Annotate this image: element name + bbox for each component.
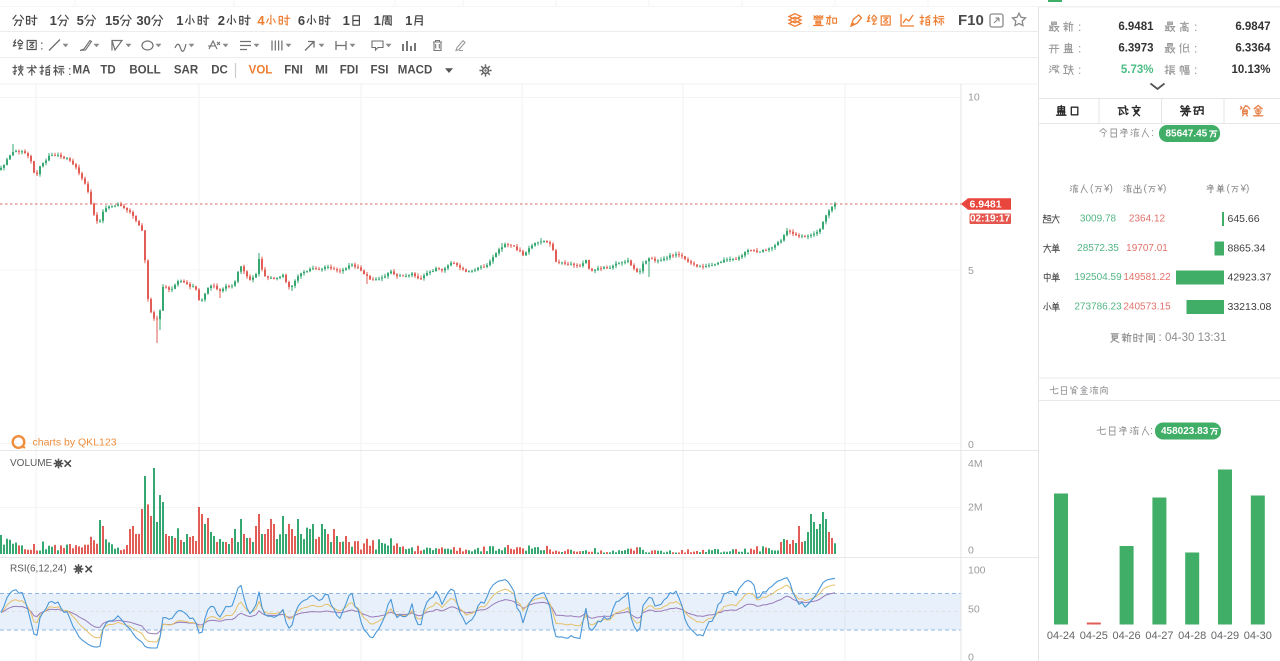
svg-text:30: 30 xyxy=(136,13,150,28)
svg-text:15: 15 xyxy=(105,13,119,28)
svg-text:TD: TD xyxy=(100,65,115,77)
svg-text::: : xyxy=(1194,42,1197,56)
svg-text:0: 0 xyxy=(968,545,974,557)
svg-text:6.9481: 6.9481 xyxy=(1118,21,1154,33)
svg-text:04-29: 04-29 xyxy=(1211,630,1239,642)
svg-text:04-26: 04-26 xyxy=(1113,630,1141,642)
svg-text:1: 1 xyxy=(343,13,350,28)
svg-text:6.9481: 6.9481 xyxy=(970,199,1002,211)
svg-text:1: 1 xyxy=(405,13,412,28)
svg-text::: : xyxy=(1078,20,1081,34)
svg-text::: : xyxy=(1151,127,1154,139)
svg-text::: : xyxy=(1194,63,1197,77)
svg-text:458023.83: 458023.83 xyxy=(1161,426,1209,437)
svg-text:5: 5 xyxy=(968,265,974,277)
svg-text:MI: MI xyxy=(315,65,328,77)
svg-text:10.13%: 10.13% xyxy=(1231,64,1270,76)
svg-text:DC: DC xyxy=(211,65,228,77)
svg-text:3009.78: 3009.78 xyxy=(1080,214,1117,225)
svg-text:1: 1 xyxy=(50,13,57,28)
svg-text:(: ( xyxy=(1090,184,1094,195)
svg-text:149581.22: 149581.22 xyxy=(1123,272,1171,283)
svg-text:85647.45: 85647.45 xyxy=(1166,128,1208,139)
svg-text:8865.34: 8865.34 xyxy=(1228,243,1266,255)
svg-text:2M: 2M xyxy=(968,502,983,514)
svg-text::: : xyxy=(1194,20,1197,34)
svg-text:240573.15: 240573.15 xyxy=(1123,302,1171,313)
svg-text:SAR: SAR xyxy=(174,65,199,77)
svg-text:0: 0 xyxy=(968,652,974,661)
svg-text:192504.59: 192504.59 xyxy=(1074,272,1122,283)
svg-text:04-24: 04-24 xyxy=(1047,630,1075,642)
svg-text:MA: MA xyxy=(73,65,91,77)
svg-text:¥): ¥) xyxy=(1240,184,1250,195)
svg-text:1: 1 xyxy=(374,13,381,28)
svg-text:FSI: FSI xyxy=(371,65,389,77)
svg-text:645.66: 645.66 xyxy=(1228,213,1260,225)
svg-text:04-30: 04-30 xyxy=(1244,630,1272,642)
svg-text:(: ( xyxy=(1144,184,1148,195)
svg-text:50: 50 xyxy=(968,603,980,615)
svg-text::: : xyxy=(1150,425,1153,437)
svg-text:6.3973: 6.3973 xyxy=(1118,43,1153,55)
svg-text:2364.12: 2364.12 xyxy=(1129,214,1166,225)
svg-text:BOLL: BOLL xyxy=(129,65,160,77)
svg-text:6: 6 xyxy=(298,13,305,28)
svg-text::: : xyxy=(1078,63,1081,77)
svg-text:FDI: FDI xyxy=(340,65,359,77)
svg-text:VOLUME: VOLUME xyxy=(10,458,53,469)
svg-text:28572.35: 28572.35 xyxy=(1077,243,1119,254)
svg-text:100: 100 xyxy=(968,565,986,577)
svg-text:04-27: 04-27 xyxy=(1145,630,1173,642)
svg-text::: : xyxy=(40,38,44,53)
svg-text::: : xyxy=(1159,332,1162,344)
svg-text:4M: 4M xyxy=(968,458,983,470)
svg-text:10: 10 xyxy=(968,92,980,104)
svg-text:MACD: MACD xyxy=(398,65,433,77)
svg-text:0: 0 xyxy=(968,439,974,451)
svg-text:¥): ¥) xyxy=(1103,184,1113,195)
svg-text:04-28: 04-28 xyxy=(1178,630,1206,642)
svg-text:02:19:17: 02:19:17 xyxy=(970,214,1010,225)
svg-text:6.9847: 6.9847 xyxy=(1235,21,1270,33)
svg-text:charts by QKL123: charts by QKL123 xyxy=(33,437,117,449)
svg-text:1: 1 xyxy=(176,13,183,28)
svg-text:33213.08: 33213.08 xyxy=(1228,301,1272,313)
svg-text:RSI(6,12,24): RSI(6,12,24) xyxy=(10,564,67,575)
svg-text:6.3364: 6.3364 xyxy=(1235,43,1271,55)
svg-text:VOL: VOL xyxy=(249,65,273,77)
svg-text:5.73%: 5.73% xyxy=(1121,64,1154,76)
svg-text:19707.01: 19707.01 xyxy=(1126,243,1168,254)
svg-text:04-30 13:31: 04-30 13:31 xyxy=(1165,332,1226,344)
svg-text::: : xyxy=(1078,42,1081,56)
svg-text::: : xyxy=(68,63,72,78)
svg-text:4: 4 xyxy=(257,13,265,28)
svg-text:42923.37: 42923.37 xyxy=(1228,272,1272,284)
svg-text:273786.23: 273786.23 xyxy=(1074,302,1122,313)
svg-text:FNI: FNI xyxy=(284,65,303,77)
svg-text:F10: F10 xyxy=(958,12,984,29)
svg-text:¥): ¥) xyxy=(1157,184,1167,195)
svg-text:2: 2 xyxy=(218,13,225,28)
svg-text:(: ( xyxy=(1227,184,1231,195)
svg-text:5: 5 xyxy=(77,13,84,28)
svg-text:04-25: 04-25 xyxy=(1080,630,1108,642)
